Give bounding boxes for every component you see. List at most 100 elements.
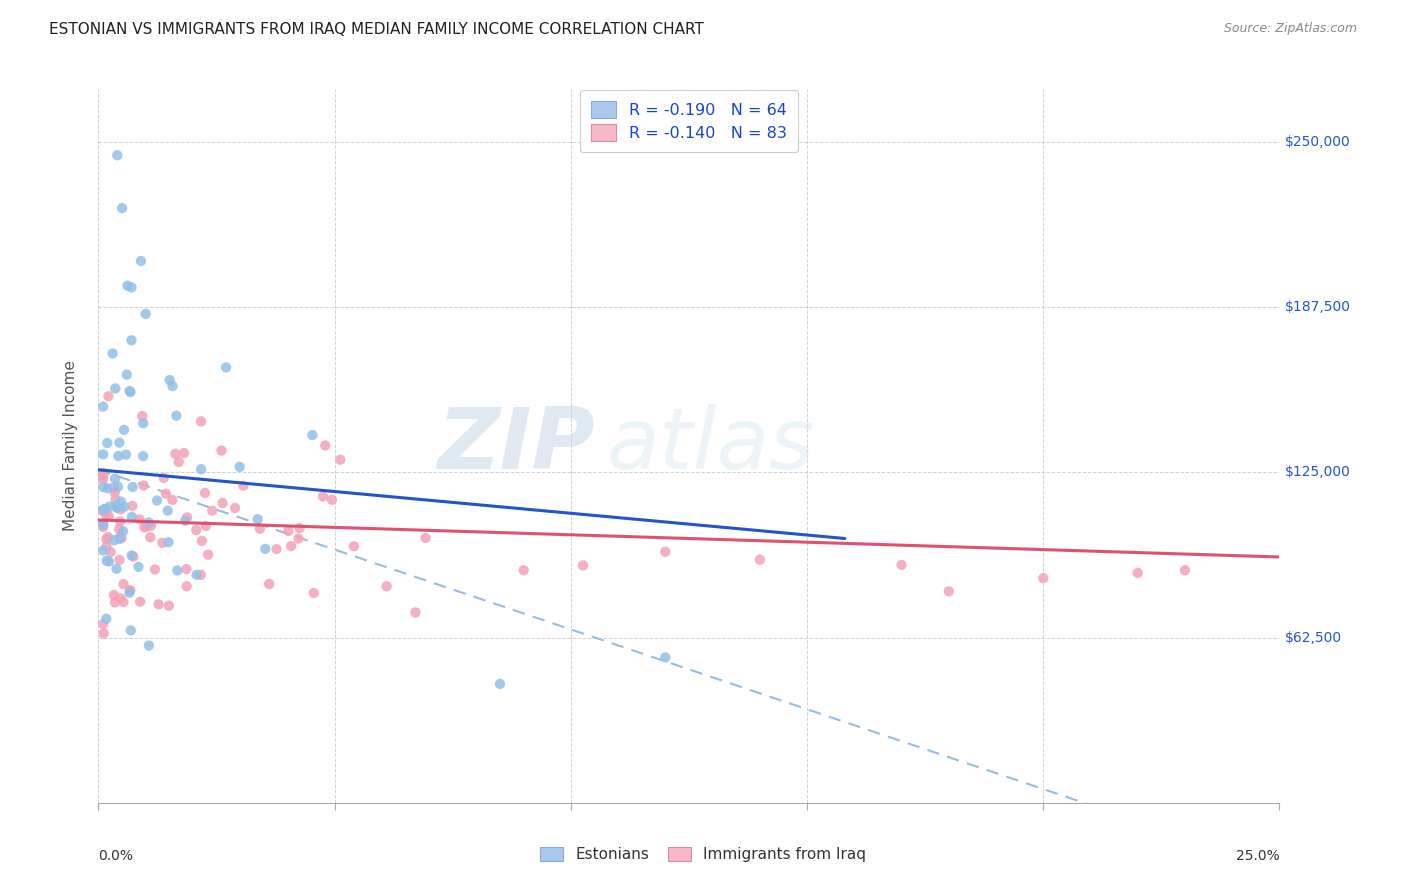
Point (128, 512, 150, 526)
Point (93, 626, 115, 640)
Point (266, 542, 288, 557)
Point (157, 599, 180, 613)
Point (104, 472, 127, 486)
Point (301, 428, 323, 442)
Point (280, 539, 302, 553)
Point (96, 554, 118, 568)
Point (190, 462, 212, 476)
Point (121, 509, 143, 524)
Legend: R = -0.190   N = 64, R = -0.140   N = 83: R = -0.190 N = 64, R = -0.140 N = 83 (579, 90, 799, 152)
Point (654, 650, 676, 665)
Point (415, 531, 437, 545)
Point (120, 384, 142, 399)
Point (1126, 566, 1149, 580)
Text: Source: ZipAtlas.com: Source: ZipAtlas.com (1223, 22, 1357, 36)
Point (120, 583, 142, 598)
Point (96, 510, 118, 524)
Point (748, 552, 770, 566)
Point (91, 472, 114, 486)
Point (194, 519, 217, 533)
Point (96, 532, 118, 546)
Point (97, 481, 120, 495)
Point (103, 588, 125, 602)
Point (215, 360, 238, 375)
Point (112, 423, 135, 437)
Text: $250,000: $250,000 (1285, 135, 1351, 149)
Point (254, 541, 277, 556)
Point (257, 577, 280, 591)
Point (112, 524, 135, 539)
Point (104, 485, 127, 500)
Legend: Estonians, Immigrants from Iraq: Estonians, Immigrants from Iraq (534, 841, 872, 868)
Point (176, 579, 198, 593)
Point (938, 584, 960, 599)
Point (108, 435, 131, 450)
Point (111, 531, 134, 545)
Point (104, 492, 127, 507)
Text: 0.0%: 0.0% (98, 849, 134, 863)
Point (167, 455, 190, 469)
Point (91, 518, 114, 533)
Y-axis label: Median Family Income: Median Family Income (63, 360, 77, 532)
Point (135, 307, 157, 321)
Point (156, 503, 179, 517)
Point (120, 624, 142, 638)
Text: $125,000: $125,000 (1285, 466, 1351, 479)
Point (108, 522, 131, 536)
Point (105, 148, 128, 162)
Point (312, 490, 335, 504)
Point (132, 449, 155, 463)
Point (197, 548, 219, 562)
Point (1174, 563, 1197, 577)
Point (91, 466, 114, 480)
Point (287, 532, 309, 546)
Point (134, 520, 156, 534)
Text: 25.0%: 25.0% (1236, 849, 1279, 863)
Point (110, 591, 132, 606)
Point (91, 480, 114, 494)
Point (194, 486, 217, 500)
Point (101, 346, 124, 360)
Point (100, 545, 122, 559)
Point (224, 501, 246, 516)
Point (302, 586, 325, 600)
Point (404, 606, 426, 620)
Point (91, 447, 114, 461)
Point (288, 521, 311, 535)
Point (110, 494, 132, 508)
Point (228, 459, 250, 474)
Point (108, 515, 131, 529)
Point (94, 502, 117, 516)
Point (176, 510, 198, 524)
Point (186, 523, 208, 537)
Point (97, 554, 120, 568)
Point (143, 562, 166, 576)
Point (118, 583, 141, 598)
Point (321, 492, 343, 507)
Text: ESTONIAN VS IMMIGRANTS FROM IRAQ MEDIAN FAMILY INCOME CORRELATION CHART: ESTONIAN VS IMMIGRANTS FROM IRAQ MEDIAN … (49, 22, 704, 37)
Point (159, 373, 181, 387)
Point (110, 502, 132, 516)
Point (190, 414, 212, 428)
Point (121, 480, 143, 494)
Point (97, 530, 120, 544)
Point (117, 278, 139, 293)
Point (127, 560, 149, 574)
Point (104, 382, 127, 396)
Point (118, 384, 141, 398)
Point (91, 520, 114, 534)
Point (97, 389, 120, 403)
Point (91, 469, 114, 483)
Point (96, 540, 118, 554)
Point (91, 504, 114, 518)
Point (97, 508, 120, 523)
Point (108, 553, 131, 567)
Point (132, 417, 155, 431)
Point (129, 254, 152, 268)
Point (122, 549, 145, 564)
Point (139, 518, 162, 533)
Point (105, 500, 128, 515)
Point (155, 487, 177, 501)
Point (190, 567, 212, 582)
Point (108, 530, 131, 544)
